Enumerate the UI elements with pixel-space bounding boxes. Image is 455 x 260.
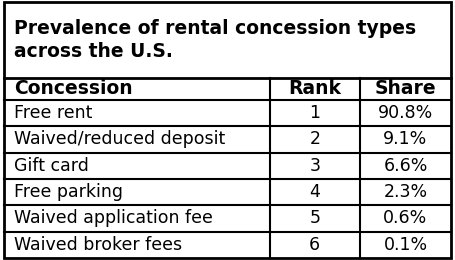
Text: Prevalence of rental concession types
across the U.S.: Prevalence of rental concession types ac… (14, 18, 416, 61)
Text: 5: 5 (309, 209, 320, 228)
Text: 2: 2 (309, 131, 320, 148)
Text: Share: Share (374, 79, 436, 98)
Text: 9.1%: 9.1% (384, 131, 428, 148)
Text: Waived broker fees: Waived broker fees (14, 236, 182, 254)
Text: 3: 3 (309, 157, 320, 175)
Text: 2.3%: 2.3% (384, 183, 428, 201)
Text: 6: 6 (309, 236, 320, 254)
Text: Gift card: Gift card (14, 157, 89, 175)
Text: 0.1%: 0.1% (384, 236, 428, 254)
Text: Free rent: Free rent (14, 104, 92, 122)
Text: Rank: Rank (288, 79, 341, 98)
Text: 90.8%: 90.8% (378, 104, 433, 122)
Text: Free parking: Free parking (14, 183, 123, 201)
Text: Concession: Concession (14, 79, 132, 98)
Text: 0.6%: 0.6% (384, 209, 428, 228)
Text: Waived application fee: Waived application fee (14, 209, 212, 228)
Text: 6.6%: 6.6% (383, 157, 428, 175)
Text: Waived/reduced deposit: Waived/reduced deposit (14, 131, 225, 148)
Text: 4: 4 (309, 183, 320, 201)
Text: 1: 1 (309, 104, 320, 122)
